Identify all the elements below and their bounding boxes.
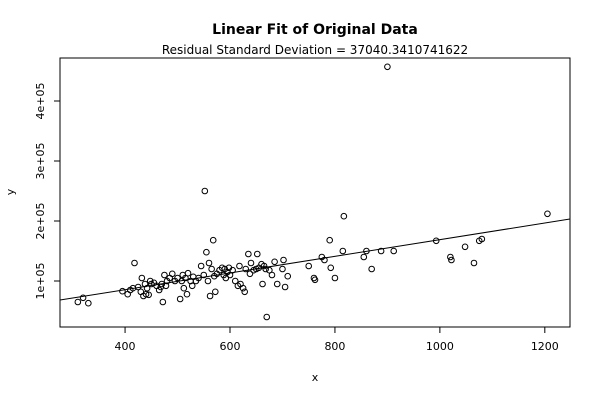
- fit-line: [60, 218, 570, 301]
- plot-box: [59, 57, 571, 328]
- point: [209, 236, 217, 244]
- point: [203, 248, 210, 256]
- point: [311, 276, 319, 284]
- point: [268, 271, 276, 279]
- point: [85, 299, 92, 307]
- point: [239, 284, 247, 292]
- x-tick-label: 1200: [531, 340, 559, 353]
- point: [448, 256, 455, 264]
- point: [143, 284, 151, 292]
- point: [470, 259, 478, 267]
- x-tick-label: 1000: [426, 340, 454, 353]
- point: [340, 212, 348, 220]
- point: [161, 271, 168, 279]
- point: [284, 272, 292, 280]
- y-tick-label: 1e+05: [34, 263, 47, 300]
- x-axis-label: x: [312, 371, 319, 384]
- point: [131, 259, 138, 267]
- point: [327, 264, 335, 272]
- point: [79, 294, 87, 302]
- point: [236, 262, 243, 270]
- point: [212, 288, 219, 296]
- point: [305, 262, 313, 270]
- point: [206, 292, 214, 300]
- point: [241, 288, 248, 296]
- point: [331, 274, 339, 282]
- point: [205, 259, 213, 267]
- point: [253, 250, 261, 258]
- point: [390, 247, 398, 255]
- point: [447, 253, 454, 261]
- chart-title: Linear Fit of Original Data: [212, 22, 418, 38]
- point: [222, 274, 230, 282]
- y-tick-label: 4e+05: [34, 83, 47, 120]
- point: [478, 235, 486, 243]
- point: [74, 298, 82, 306]
- point: [377, 247, 385, 255]
- point: [279, 265, 286, 273]
- point: [180, 284, 188, 292]
- point: [259, 280, 266, 288]
- y-tick-label: 2e+05: [34, 203, 47, 240]
- point: [119, 287, 126, 295]
- point: [281, 283, 289, 291]
- point: [168, 270, 176, 278]
- x-tick-label: 400: [115, 340, 136, 353]
- point: [142, 290, 150, 298]
- chart-subtitle: Residual Standard Deviation = 37040.3410…: [162, 43, 468, 57]
- point: [246, 270, 254, 278]
- point: [262, 265, 269, 273]
- point: [138, 274, 146, 282]
- point: [247, 259, 255, 267]
- point: [204, 277, 212, 285]
- point: [271, 258, 278, 266]
- point: [242, 265, 250, 273]
- point: [384, 63, 391, 71]
- point: [360, 253, 368, 261]
- point: [321, 256, 328, 264]
- point: [159, 298, 167, 306]
- point: [183, 290, 191, 298]
- x-tick-label: 800: [324, 340, 345, 353]
- point: [208, 265, 215, 273]
- point: [201, 187, 209, 195]
- y-tick-label: 3e+05: [34, 143, 47, 180]
- point: [145, 291, 152, 299]
- point: [263, 313, 271, 321]
- point: [280, 256, 287, 264]
- point: [200, 271, 208, 279]
- point: [184, 269, 192, 277]
- point: [245, 250, 252, 258]
- x-tick-label: 600: [220, 340, 241, 353]
- point: [368, 265, 375, 273]
- point: [461, 243, 469, 251]
- point: [188, 282, 196, 290]
- point: [544, 210, 551, 218]
- point: [326, 236, 333, 244]
- y-axis-label: y: [4, 188, 17, 195]
- point: [146, 277, 154, 285]
- point: [176, 295, 184, 303]
- point: [339, 247, 347, 255]
- point: [174, 274, 181, 282]
- point: [197, 262, 205, 270]
- point: [273, 280, 281, 288]
